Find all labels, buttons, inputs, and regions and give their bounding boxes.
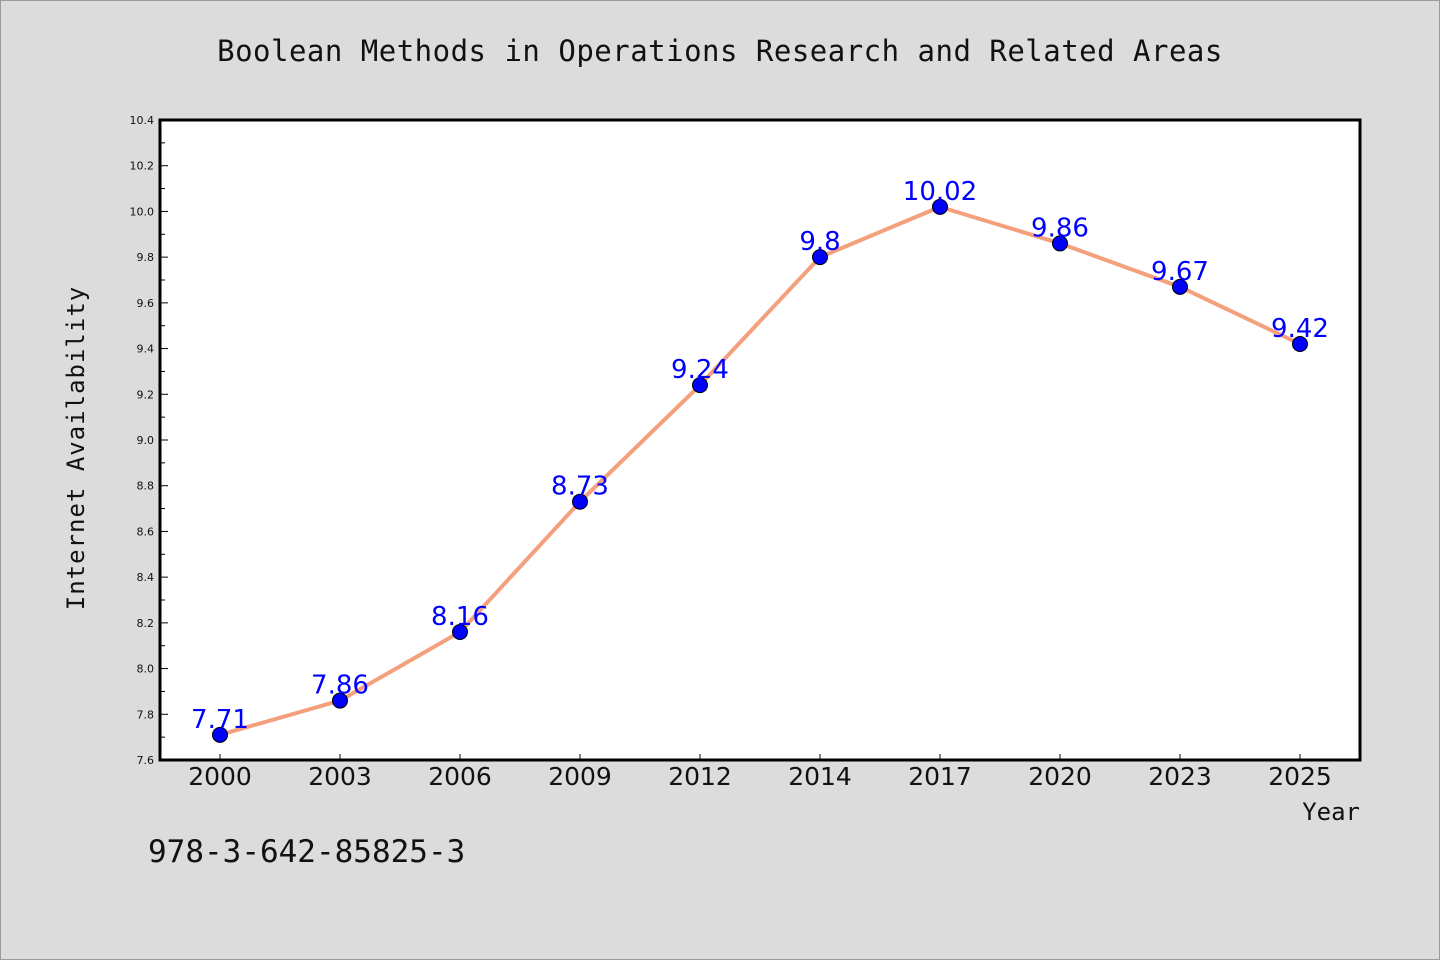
y-tick-label: 9.6 <box>137 297 155 310</box>
y-tick-label: 8.4 <box>137 571 155 584</box>
data-point <box>1052 235 1068 252</box>
data-point <box>572 493 588 510</box>
data-label: 8.16 <box>431 602 489 632</box>
data-label: 10.02 <box>903 177 977 207</box>
data-point <box>1172 278 1188 295</box>
x-tick-label: 2003 <box>308 762 372 791</box>
x-tick-label: 2020 <box>1028 762 1092 791</box>
y-tick-label: 8.2 <box>137 617 155 630</box>
x-tick-label: 2023 <box>1148 762 1212 791</box>
data-label: 9.42 <box>1271 314 1329 344</box>
isbn-annotation: 978-3-642-85825-3 <box>148 834 466 870</box>
data-point <box>932 198 948 215</box>
data-label: 8.73 <box>551 472 609 502</box>
x-tick-label: 2009 <box>548 762 612 791</box>
data-label: 9.86 <box>1031 213 1089 243</box>
data-point <box>212 726 228 743</box>
data-label: 9.67 <box>1151 257 1209 287</box>
y-axis-label: Internet Availability <box>62 286 90 610</box>
x-tick-label: 2000 <box>188 762 252 791</box>
x-tick-label: 2006 <box>428 762 492 791</box>
y-tick-label: 10.0 <box>130 205 155 218</box>
y-tick-label: 8.6 <box>137 525 155 538</box>
data-label: 9.24 <box>671 355 729 385</box>
data-point <box>1292 336 1308 352</box>
y-tick-label: 9.0 <box>137 434 155 447</box>
data-label: 9.8 <box>799 227 840 257</box>
data-markers <box>212 198 1308 743</box>
data-label: 7.86 <box>311 671 369 701</box>
y-tick-label: 9.8 <box>137 251 155 264</box>
data-point <box>812 249 828 266</box>
data-point <box>452 624 468 640</box>
series-line <box>218 204 1302 737</box>
y-tick-label: 9.4 <box>137 343 155 356</box>
plot-area <box>158 118 1362 762</box>
y-tick-label: 9.2 <box>137 388 155 401</box>
y-tick-label: 10.2 <box>130 160 155 173</box>
data-point <box>332 692 348 709</box>
y-tick-label: 7.6 <box>137 754 155 767</box>
chart-title: Boolean Methods in Operations Research a… <box>217 34 1223 68</box>
x-tick-label: 2014 <box>788 762 852 791</box>
y-tick-label: 8.0 <box>137 663 155 676</box>
y-tick-label: 7.8 <box>137 708 155 721</box>
x-tick-label: 2025 <box>1268 762 1332 791</box>
x-tick-label: 2012 <box>668 762 732 791</box>
data-label: 7.71 <box>191 705 249 735</box>
data-labels: 7.71 7.86 8.16 8.73 9.24 9.8 10.02 9.86 9.67 9.42 <box>191 177 1329 735</box>
y-tick-label: 8.8 <box>137 480 155 493</box>
data-point <box>692 377 708 394</box>
x-tick-label: 2017 <box>908 762 972 791</box>
x-axis-ticks: 2000 2003 2006 2009 2012 2014 2017 2020 2023 2025 <box>188 754 1332 791</box>
y-axis-ticks: 7.6 7.8 8.0 8.2 8.4 8.6 8.8 9.0 9.2 9.4 9.6 9.8 10.0… <box>130 114 168 767</box>
x-axis-label: Year <box>1302 798 1360 826</box>
y-tick-label: 10.4 <box>130 114 155 127</box>
